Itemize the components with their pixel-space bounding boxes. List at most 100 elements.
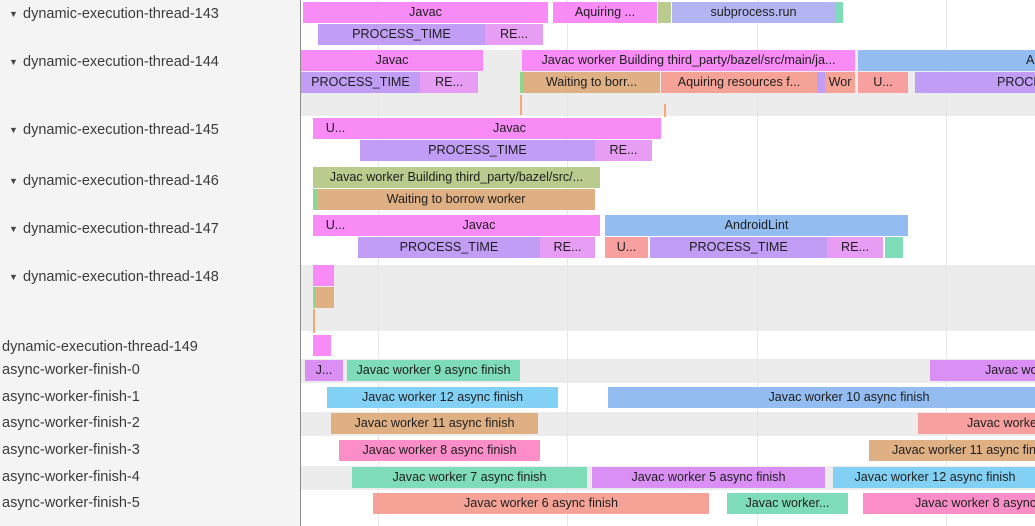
track-label-dynamic-execution-thread-145[interactable]: ▼ dynamic-execution-thread-145	[0, 120, 300, 140]
span-label: Javac	[462, 218, 496, 232]
track-label-async-worker-finish-4[interactable]: async-worker-finish-4	[0, 467, 300, 487]
timeline-span-javac-worker-11-async-finish[interactable]: Javac worker 11 async finish	[331, 413, 538, 434]
timeline-span-re[interactable]: RE...	[827, 237, 883, 258]
timeline-span-javac-worker-12-async-finish[interactable]: Javac worker 12 async finish	[327, 387, 558, 408]
track-label-async-worker-finish-2[interactable]: async-worker-finish-2	[0, 413, 300, 433]
track-name-text: dynamic-execution-thread-149	[2, 339, 198, 355]
timeline-span-waiting-to-borrow-worker[interactable]: Waiting to borrow worker	[317, 189, 595, 210]
timeline-span-javac-worker-7-async-finish[interactable]: Javac worker 7 async finish	[352, 467, 587, 488]
timeline-span-u[interactable]: U...	[605, 237, 648, 258]
collapse-triangle-icon[interactable]: ▼	[9, 9, 18, 19]
track-name-text: async-worker-finish-0	[2, 362, 140, 378]
timeline-span-re[interactable]: RE...	[595, 140, 652, 161]
track-name-text: dynamic-execution-thread-143	[23, 6, 219, 22]
span-label: Javac worker 11 async finish	[892, 443, 1035, 457]
timeline-span-process-time[interactable]: PROCESS_TIME	[358, 237, 540, 258]
track-label-async-worker-finish-0[interactable]: async-worker-finish-0	[0, 360, 300, 380]
span-label: Javac	[493, 121, 526, 135]
span-label: RE...	[500, 27, 528, 41]
timeline-span-aquiring-resources-f[interactable]: Aquiring resources f...	[661, 72, 817, 93]
timeline-span-process-time[interactable]: PROCESS_TIME	[318, 24, 485, 45]
timeline-span-u[interactable]: U...	[858, 72, 908, 93]
timeline-span-androidlint[interactable]: AndroidLint	[858, 50, 1035, 71]
timeline-span-waiting-to-borr[interactable]: Waiting to borr...	[523, 72, 660, 93]
timeline-span-re[interactable]: RE...	[420, 72, 478, 93]
track-label-dynamic-execution-thread-149[interactable]: dynamic-execution-thread-149	[0, 337, 300, 357]
timeline-span-javac-worker-12-async-finish[interactable]: Javac worker 12 async finish	[833, 467, 1035, 488]
span-label: Javac worker ...	[967, 416, 1035, 430]
timeline-span-javac[interactable]: Javac	[358, 118, 661, 139]
timeline-span-javac[interactable]: Javac	[301, 50, 483, 71]
instant-marker-tick[interactable]	[664, 104, 666, 117]
track-label-dynamic-execution-thread-146[interactable]: ▼ dynamic-execution-thread-146	[0, 171, 300, 191]
timeline-span[interactable]	[316, 287, 334, 308]
timeline-span-javac-worker-building-third-party-bazel-src[interactable]: Javac worker Building third_party/bazel/…	[313, 167, 600, 188]
timeline-span[interactable]	[313, 335, 331, 356]
span-label: Javac worker 9 async finish	[356, 363, 511, 377]
timeline-span[interactable]	[313, 287, 316, 308]
track-label-async-worker-finish-5[interactable]: async-worker-finish-5	[0, 493, 300, 513]
timeline-span-javac-worker-building-third-party-bazel-src-main-ja[interactable]: Javac worker Building third_party/bazel/…	[522, 50, 855, 71]
timeline-span[interactable]	[313, 265, 334, 286]
timeline-span-javac-worker[interactable]: Javac worker ...	[930, 360, 1035, 381]
track-name-text: dynamic-execution-thread-145	[23, 122, 219, 138]
track-label-dynamic-execution-thread-148[interactable]: ▼ dynamic-execution-thread-148	[0, 267, 300, 287]
timeline-span[interactable]	[313, 189, 317, 210]
timeline-span-javac[interactable]: Javac	[303, 2, 548, 23]
track-label-dynamic-execution-thread-144[interactable]: ▼ dynamic-execution-thread-144	[0, 52, 300, 72]
track-label-dynamic-execution-thread-147[interactable]: ▼ dynamic-execution-thread-147	[0, 219, 300, 239]
span-label: Waiting to borr...	[545, 75, 638, 89]
timeline-span-javac-worker-5-async-finish[interactable]: Javac worker 5 async finish	[592, 467, 825, 488]
timeline-span[interactable]	[520, 72, 523, 93]
timeline-span-re[interactable]: RE...	[540, 237, 595, 258]
timeline-span-u[interactable]: U...	[313, 215, 358, 236]
collapse-triangle-icon[interactable]: ▼	[9, 272, 18, 282]
collapse-triangle-icon[interactable]: ▼	[9, 57, 18, 67]
time-gridline	[946, 0, 947, 526]
timeline-span-process-time[interactable]: PROCESS_TIME	[301, 72, 420, 93]
timeline-span[interactable]	[885, 237, 903, 258]
track-name-text: async-worker-finish-5	[2, 495, 140, 511]
timeline-span-j[interactable]: J...	[305, 360, 343, 381]
timeline-span-javac-worker-9-async-finish[interactable]: Javac worker 9 async finish	[347, 360, 520, 381]
timeline-span-javac-worker-11-async-finish[interactable]: Javac worker 11 async finish	[869, 440, 1035, 461]
span-label: PROCESS_TIME	[311, 75, 410, 89]
timeline-span-re[interactable]: RE...	[485, 24, 543, 45]
timeline-span[interactable]	[658, 2, 671, 23]
timeline-span[interactable]	[835, 2, 843, 23]
span-label: Javac	[409, 5, 442, 19]
collapse-triangle-icon[interactable]: ▼	[9, 224, 18, 234]
span-label: PROCESS_TIME	[997, 75, 1035, 89]
timeline-span-process-time[interactable]: PROCESS_TIME	[915, 72, 1035, 93]
timeline-span-javac-worker[interactable]: Javac worker ...	[918, 413, 1035, 434]
span-label: PROCESS_TIME	[352, 27, 451, 41]
timeline-span-u[interactable]: U...	[313, 118, 358, 139]
track-background-stripe	[301, 265, 1035, 331]
collapse-triangle-icon[interactable]: ▼	[9, 176, 18, 186]
timeline-span-process-time[interactable]: PROCESS_TIME	[650, 237, 827, 258]
span-label: Javac worker 6 async finish	[464, 496, 618, 510]
track-label-dynamic-execution-thread-143[interactable]: ▼ dynamic-execution-thread-143	[0, 4, 300, 24]
timeline-span-androidlint[interactable]: AndroidLint	[605, 215, 908, 236]
instant-marker-tick[interactable]	[520, 95, 522, 115]
instant-marker-tick[interactable]	[313, 309, 315, 333]
timeline-span-aquiring[interactable]: Aquiring ...	[553, 2, 657, 23]
timeline-span-javac-worker-6-async-finish[interactable]: Javac worker 6 async finish	[373, 493, 709, 514]
span-label: Aquiring ...	[574, 5, 636, 19]
track-label-async-worker-finish-3[interactable]: async-worker-finish-3	[0, 440, 300, 460]
span-label: RE...	[435, 75, 463, 89]
span-label: Wor	[828, 75, 852, 89]
timeline-span-javac-worker-8-async-finish[interactable]: Javac worker 8 async finish	[863, 493, 1035, 514]
collapse-triangle-icon[interactable]: ▼	[9, 125, 18, 135]
timeline-canvas[interactable]: Javac Aquiring ... subprocess.run PROCESS_T…	[301, 0, 1035, 526]
track-label-async-worker-finish-1[interactable]: async-worker-finish-1	[0, 387, 300, 407]
timeline-span-wor[interactable]: Wor	[825, 72, 855, 93]
timeline-span-javac-worker-8-async-finish[interactable]: Javac worker 8 async finish	[339, 440, 540, 461]
timeline-span[interactable]	[817, 72, 825, 93]
timeline-span-subprocess-run[interactable]: subprocess.run	[672, 2, 835, 23]
timeline-span-javac-worker[interactable]: Javac worker...	[727, 493, 848, 514]
timeline-span-process-time[interactable]: PROCESS_TIME	[360, 140, 595, 161]
timeline-span-javac[interactable]: Javac	[358, 215, 600, 236]
span-label: Javac worker Building third_party/bazel/…	[329, 170, 584, 184]
timeline-span-javac-worker-10-async-finish[interactable]: Javac worker 10 async finish	[608, 387, 1035, 408]
